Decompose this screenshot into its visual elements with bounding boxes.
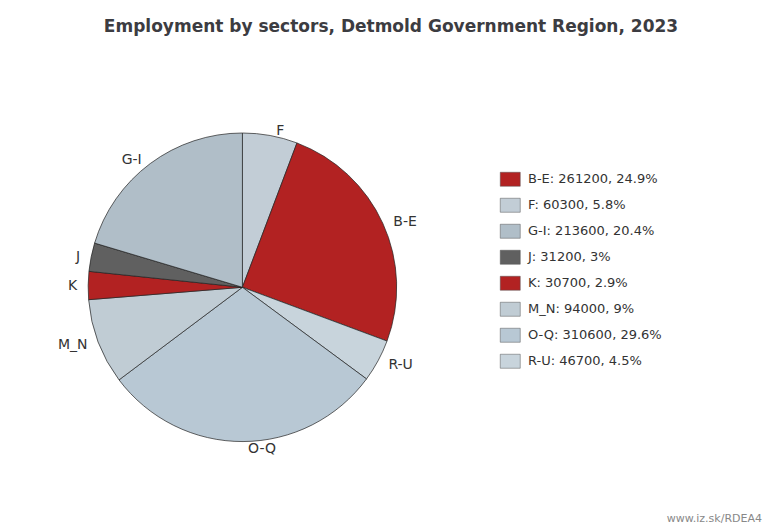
svg-text:O-Q: O-Q (248, 440, 276, 456)
svg-text:O-Q: 310600, 29.6%: O-Q: 310600, 29.6% (528, 327, 662, 342)
svg-text:F: F (276, 122, 284, 138)
svg-text:M_N: 94000, 9%: M_N: 94000, 9% (528, 301, 634, 316)
svg-text:B-E: B-E (393, 213, 417, 229)
svg-text:K: K (68, 277, 78, 293)
svg-text:Employment by sectors, Detmold: Employment by sectors, Detmold Governmen… (104, 16, 678, 36)
svg-text:F: 60300, 5.8%: F: 60300, 5.8% (528, 197, 626, 212)
svg-text:B-E: 261200, 24.9%: B-E: 261200, 24.9% (528, 171, 658, 186)
svg-text:J: J (75, 248, 80, 264)
svg-text:www.iz.sk/RDEA4: www.iz.sk/RDEA4 (667, 512, 762, 525)
svg-text:G-I: G-I (122, 151, 142, 167)
svg-text:K: 30700, 2.9%: K: 30700, 2.9% (528, 275, 628, 290)
svg-text:R-U: R-U (388, 356, 412, 372)
svg-text:M_N: M_N (58, 336, 88, 352)
svg-text:G-I: 213600, 20.4%: G-I: 213600, 20.4% (528, 223, 654, 238)
svg-text:R-U: 46700, 4.5%: R-U: 46700, 4.5% (528, 353, 642, 368)
svg-text:J: 31200, 3%: J: 31200, 3% (527, 249, 611, 264)
